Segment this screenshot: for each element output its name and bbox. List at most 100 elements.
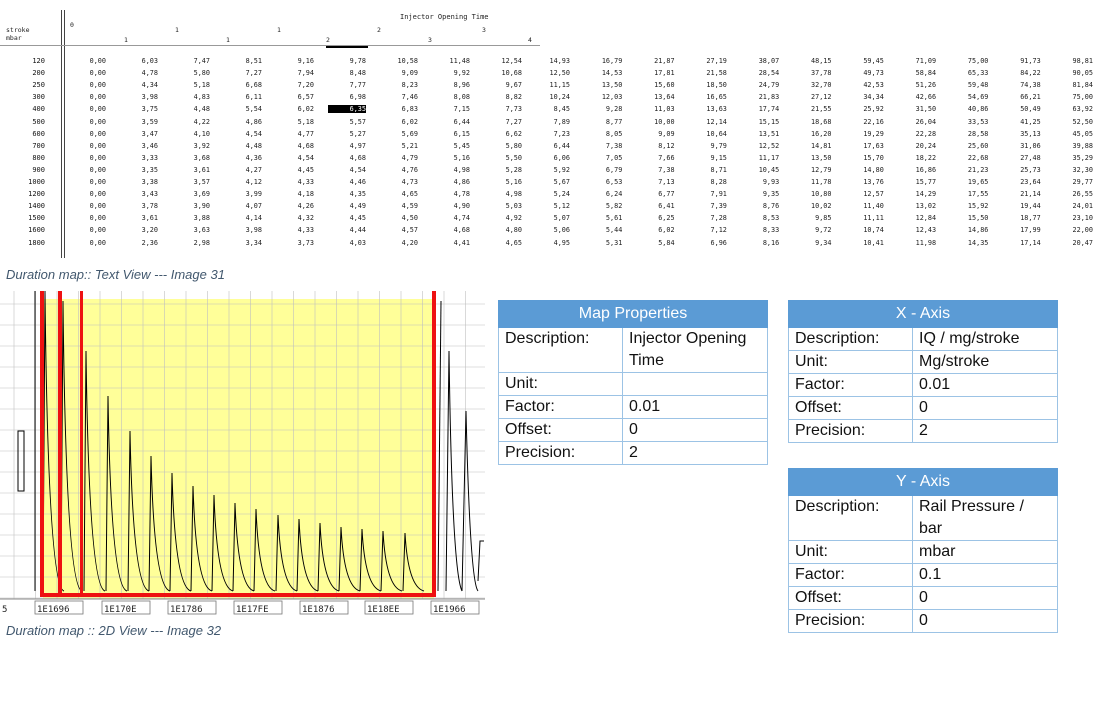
table-cell[interactable]: 19,29 [863,129,884,138]
table-cell[interactable]: 11,15 [549,81,570,90]
table-cell[interactable]: 4,90 [453,202,470,211]
table-cell[interactable]: 3,35 [141,165,158,174]
table-cell[interactable]: 10,80 [811,190,832,199]
table-cell[interactable]: 0,00 [89,202,106,211]
table-cell[interactable]: 6,35 [328,105,366,114]
table-cell[interactable]: 26,55 [1072,190,1093,199]
table-cell[interactable]: 4,48 [193,105,210,114]
table-cell[interactable]: 7,20 [297,81,314,90]
table-cell[interactable]: 15,92 [967,202,989,211]
table-cell[interactable]: 8,08 [453,93,470,102]
table-cell[interactable]: 4,77 [297,129,314,138]
table-cell[interactable]: 11,48 [449,57,470,65]
table-cell[interactable]: 24,01 [1072,202,1093,211]
table-cell[interactable]: 4,86 [245,117,262,126]
table-cell[interactable]: 4,54 [297,153,314,162]
table-cell[interactable]: 3,92 [193,141,210,150]
table-cell[interactable]: 6,44 [453,117,470,126]
table-cell[interactable]: 6,44 [553,141,570,150]
table-cell[interactable]: 4,41 [453,238,470,247]
table-cell[interactable]: 3,57 [193,178,210,186]
table-cell[interactable]: 4,57 [401,226,418,235]
table-cell[interactable]: 4,80 [505,226,522,235]
table-cell[interactable]: 19,44 [1020,202,1041,211]
table-cell[interactable]: 4,54 [245,129,262,138]
table-cell[interactable]: 21,58 [706,69,727,78]
table-cell[interactable]: 5,27 [349,129,366,138]
table-cell[interactable]: 7,66 [658,153,675,162]
table-cell[interactable]: 8,51 [245,57,262,65]
table-cell[interactable]: 17,55 [967,190,989,199]
table-cell[interactable]: 0,00 [89,129,106,138]
table-cell[interactable]: 3,20 [141,226,158,235]
table-cell[interactable]: 4,14 [245,214,262,223]
table-cell[interactable]: 9,15 [710,153,727,162]
table-cell[interactable]: 3,88 [193,214,210,223]
table-cell[interactable]: 90,05 [1072,69,1093,78]
table-cell[interactable]: 3,59 [141,117,158,126]
table-cell[interactable]: 8,05 [605,129,623,138]
table-cell[interactable]: 15,50 [967,214,989,223]
table-cell[interactable]: 75,00 [967,57,989,65]
table-cell[interactable]: 10,68 [501,69,522,78]
table-cell[interactable]: 22,16 [863,117,884,126]
table-cell[interactable]: 5,45 [453,141,470,150]
table-cell[interactable]: 9,28 [605,105,623,114]
table-cell[interactable]: 5,24 [553,190,570,199]
table-cell[interactable]: 5,67 [553,178,570,186]
table-cell[interactable]: 5,44 [605,226,623,235]
table-cell[interactable]: 4,76 [401,165,418,174]
table-cell[interactable]: 14,35 [967,238,989,247]
table-cell[interactable]: 3,61 [193,165,210,174]
table-cell[interactable]: 10,41 [863,238,884,247]
table-cell[interactable]: 3,34 [245,238,262,247]
table-cell[interactable]: 2,36 [141,238,158,247]
table-cell[interactable]: 23,64 [1020,178,1041,186]
table-cell[interactable]: 7,23 [553,129,570,138]
table-cell[interactable]: 9,93 [762,178,780,186]
table-cell[interactable]: 4,97 [349,141,366,150]
table-cell[interactable]: 54,69 [967,93,989,102]
table-cell[interactable]: 3,43 [141,190,158,199]
table-cell[interactable]: 7,13 [658,178,675,186]
table-cell[interactable]: 4,45 [349,214,366,223]
table-cell[interactable]: 7,89 [553,117,570,126]
table-cell[interactable]: 8,82 [505,93,522,102]
table-cell[interactable]: 9,92 [453,69,470,78]
table-cell[interactable]: 4,12 [245,178,262,186]
table-cell[interactable]: 4,49 [349,202,366,211]
table-cell[interactable]: 7,46 [401,93,418,102]
table-cell[interactable]: 4,73 [401,178,418,186]
table-cell[interactable]: 12,43 [915,226,937,235]
table-cell[interactable]: 0,00 [89,105,106,114]
table-cell[interactable]: 15,70 [863,153,884,162]
table-cell[interactable]: 9,78 [349,57,366,65]
table-cell[interactable]: 15,60 [654,81,675,90]
table-cell[interactable]: 11,11 [863,214,884,223]
table-cell[interactable]: 4,26 [297,202,314,211]
table-cell[interactable]: 98,81 [1072,57,1093,65]
table-cell[interactable]: 11,40 [863,202,884,211]
table-cell[interactable]: 25,60 [967,141,989,150]
table-cell[interactable]: 0,00 [89,141,106,150]
table-cell[interactable]: 11,98 [915,238,937,247]
table-cell[interactable]: 5,57 [349,117,366,126]
table-cell[interactable]: 4,36 [245,153,262,162]
table-cell[interactable]: 81,84 [1072,81,1093,90]
table-cell[interactable]: 28,58 [967,129,989,138]
table-cell[interactable]: 6,62 [505,129,522,138]
table-cell[interactable]: 7,94 [297,69,314,78]
table-cell[interactable]: 41,25 [1020,117,1041,126]
table-cell[interactable]: 5,18 [297,117,314,126]
table-cell[interactable]: 9,79 [710,141,727,150]
table-cell[interactable]: 8,77 [605,117,623,126]
table-cell[interactable]: 7,05 [605,153,623,162]
table-cell[interactable]: 12,54 [501,57,522,65]
table-cell[interactable]: 27,12 [811,93,832,102]
table-cell[interactable]: 17,14 [1020,238,1041,247]
table-cell[interactable]: 5,80 [505,141,522,150]
table-cell[interactable]: 12,14 [706,117,727,126]
table-cell[interactable]: 4,79 [401,153,418,162]
table-cell[interactable]: 18,50 [706,81,727,90]
table-cell[interactable]: 6,57 [297,93,314,102]
